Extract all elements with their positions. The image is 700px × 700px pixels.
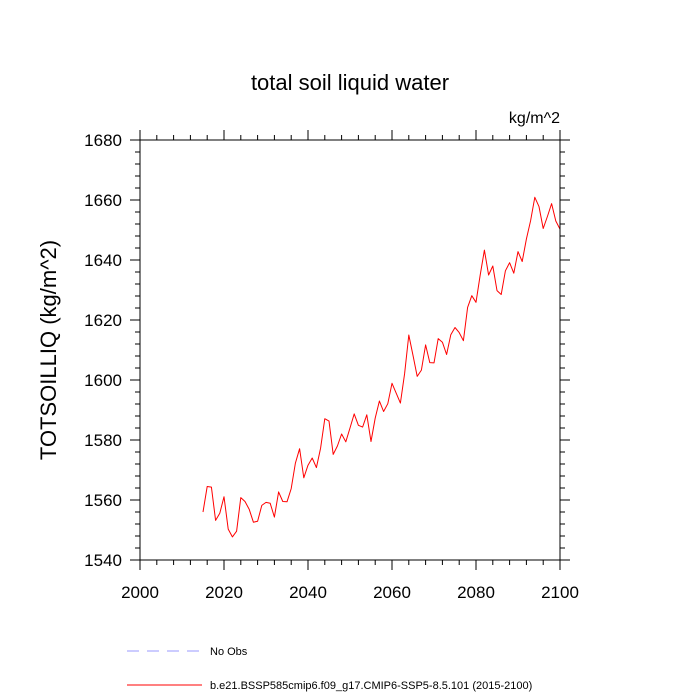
units-label: kg/m^2 — [509, 110, 560, 127]
y-tick-label: 1540 — [84, 551, 122, 570]
y-tick-label: 1580 — [84, 431, 122, 450]
minor-ticks — [135, 135, 565, 565]
series-layer — [202, 196, 561, 538]
major-ticks — [130, 130, 570, 570]
legend: No Obs b.e21.BSSP585cmip6.f09_g17.CMIP6-… — [127, 646, 532, 692]
x-tick-labels: 2000 2020 2040 2060 2080 2100 — [121, 583, 579, 602]
y-tick-labels: 1540 1560 1580 1600 1620 1640 1660 1680 — [84, 131, 122, 570]
y-tick-label: 1640 — [84, 251, 122, 270]
y-axis-label: TOTSOILLIQ (kg/m^2) — [36, 240, 61, 460]
x-tick-label: 2080 — [457, 583, 495, 602]
x-tick-label: 2040 — [289, 583, 327, 602]
y-tick-label: 1600 — [84, 371, 122, 390]
x-tick-label: 2100 — [541, 583, 579, 602]
chart-title: total soil liquid water — [251, 70, 449, 95]
legend-label-ssp585: b.e21.BSSP585cmip6.f09_g17.CMIP6-SSP5-8.… — [210, 680, 532, 692]
x-tick-label: 2000 — [121, 583, 159, 602]
y-tick-label: 1660 — [84, 191, 122, 210]
x-tick-label: 2020 — [205, 583, 243, 602]
legend-label-no-obs: No Obs — [210, 646, 248, 658]
x-tick-label: 2060 — [373, 583, 411, 602]
y-tick-label: 1680 — [84, 131, 122, 150]
y-tick-label: 1560 — [84, 491, 122, 510]
series-line-1 — [202, 196, 561, 538]
plot-frame — [139, 139, 561, 561]
y-tick-label: 1620 — [84, 311, 122, 330]
